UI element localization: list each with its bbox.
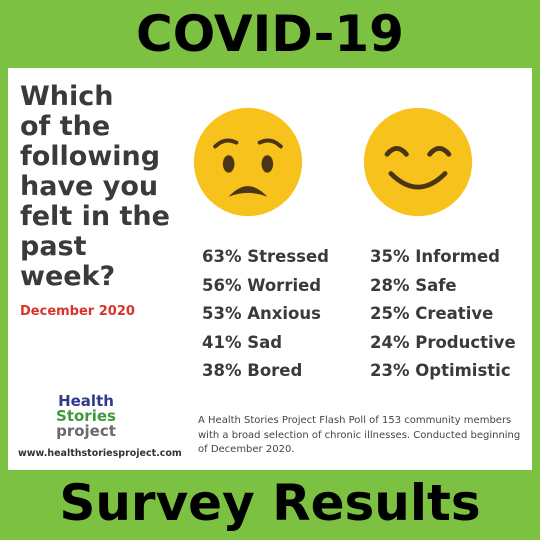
result-item: 53% Anxious: [202, 304, 321, 323]
result-item: 56% Worried: [202, 275, 322, 295]
question-line: past: [20, 231, 87, 262]
logo-word: Health: [58, 392, 114, 410]
question-line: Which: [20, 81, 114, 112]
logo-word: project: [56, 422, 116, 440]
negative-results-list: 63% Stressed 56% Worried 53% Anxious 41%…: [202, 243, 329, 386]
website-url: www.healthstoriesproject.com: [18, 448, 182, 459]
result-item: 23% Optimistic: [370, 361, 511, 380]
poll-description: A Health Stories Project Flash Poll of 1…: [198, 415, 521, 455]
result-item: 63% Stressed: [202, 247, 329, 266]
header-title: COVID-19: [136, 5, 404, 63]
question-line: of the: [20, 111, 111, 142]
logo-word: Stories: [56, 407, 116, 425]
health-stories-logo: Health Stories project: [36, 394, 136, 439]
question-line: have you: [20, 171, 159, 202]
result-item: 35% Informed: [370, 247, 500, 266]
result-item: 28% Safe: [370, 275, 457, 295]
positive-results-list: 35% Informed 28% Safe 25% Creative 24% P…: [370, 243, 516, 386]
content-panel: Which of the following have you felt in …: [8, 68, 532, 470]
date-label: December 2020: [20, 304, 135, 319]
question-text: Which of the following have you felt in …: [20, 82, 200, 292]
question-line: week?: [20, 261, 116, 292]
question-line: felt in the: [20, 201, 170, 232]
question-line: following: [20, 141, 161, 172]
result-item: 38% Bored: [202, 361, 303, 380]
result-item: 41% Sad: [202, 332, 283, 352]
worried-face-icon: [193, 107, 303, 217]
result-item: 25% Creative: [370, 304, 494, 323]
smiling-face-icon: [363, 107, 473, 217]
footer-title: Survey Results: [59, 474, 481, 532]
result-item: 24% Productive: [370, 332, 516, 352]
